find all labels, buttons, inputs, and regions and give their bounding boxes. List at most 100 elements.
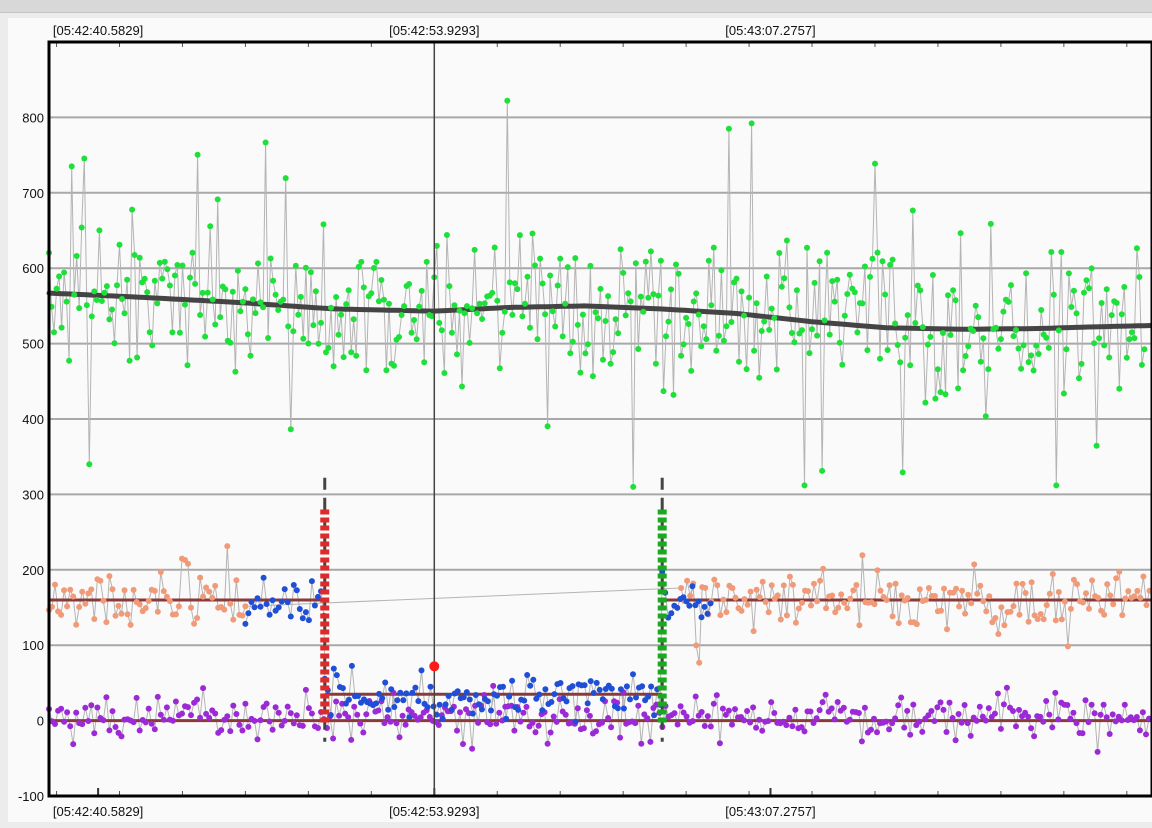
purple-point	[517, 718, 524, 725]
green-point	[1141, 346, 1148, 353]
orange-point	[850, 587, 857, 594]
green-point	[965, 343, 972, 350]
y-tick-label: 300	[22, 487, 44, 502]
green-point	[1053, 482, 1060, 489]
green-point	[824, 249, 831, 256]
green-point	[879, 258, 886, 265]
green-point	[708, 302, 715, 309]
purple-point	[1073, 720, 1080, 727]
green-point	[602, 318, 609, 324]
cursor-point[interactable]	[429, 661, 440, 672]
purple-point	[789, 723, 796, 730]
purple-point	[907, 731, 914, 738]
blue-point	[533, 695, 540, 702]
purple-point	[1037, 713, 1044, 720]
green-point	[605, 293, 612, 300]
blue-point	[327, 712, 334, 718]
green-point	[909, 207, 916, 214]
green-point	[81, 155, 88, 162]
orange-point	[1070, 576, 1077, 583]
orange-point	[191, 620, 198, 627]
purple-point	[194, 696, 201, 703]
blue-point	[439, 715, 446, 722]
green-point	[1058, 249, 1065, 255]
orange-point	[76, 604, 83, 610]
green-point	[398, 312, 405, 318]
green-point	[340, 354, 347, 361]
purple-point	[701, 723, 708, 729]
green-point	[297, 293, 304, 300]
purple-point	[263, 700, 270, 707]
green-point	[688, 367, 695, 374]
orange-point	[938, 607, 944, 614]
green-point	[302, 264, 309, 271]
blue-point	[521, 697, 528, 704]
purple-point	[729, 721, 735, 728]
green-point	[1131, 335, 1138, 342]
purple-point	[976, 703, 983, 710]
purple-point	[593, 728, 599, 735]
purple-point	[1112, 718, 1119, 725]
green-point	[338, 311, 345, 318]
green-point	[756, 374, 763, 381]
green-point	[1116, 385, 1123, 392]
green-point	[386, 300, 392, 307]
green-point	[715, 332, 722, 339]
blue-point	[668, 610, 675, 617]
purple-point	[547, 729, 554, 736]
green-point	[773, 366, 780, 373]
blue-point	[683, 598, 690, 605]
green-point	[799, 327, 805, 334]
blue-point	[596, 686, 603, 693]
blue-point	[308, 578, 315, 585]
green-point	[713, 347, 720, 354]
green-point	[753, 300, 760, 307]
orange-point	[968, 600, 975, 607]
purple-point	[496, 709, 503, 716]
green-point	[451, 302, 458, 309]
green-point	[922, 399, 929, 406]
blue-point	[478, 706, 485, 713]
blue-point	[542, 686, 549, 693]
green-point	[612, 316, 619, 323]
green-point	[977, 358, 984, 365]
green-point	[111, 340, 118, 347]
blue-point	[494, 692, 500, 699]
selection-markers[interactable]	[320, 477, 667, 742]
green-point	[260, 304, 267, 311]
purple-point	[278, 722, 285, 729]
purple-point	[991, 710, 998, 717]
time-series-chart[interactable]: -100 0 100 200 300 400 500 600 700 800 [05:42:40.…	[8, 18, 1152, 822]
blue-point	[633, 694, 639, 701]
green-point	[579, 311, 586, 318]
purple-point	[783, 722, 790, 729]
purple-point	[889, 720, 896, 727]
blue-point	[388, 686, 395, 693]
orange-point	[714, 582, 721, 589]
green-point	[124, 276, 131, 283]
orange-point	[741, 596, 748, 603]
purple-point	[967, 732, 974, 739]
purple-point	[704, 713, 711, 720]
green-point	[91, 288, 98, 295]
trend-layer	[46, 290, 1152, 332]
green-point	[244, 331, 251, 338]
blue-point	[281, 586, 288, 593]
purple-point	[224, 713, 231, 720]
green-point	[1070, 287, 1077, 294]
orange-point	[175, 603, 182, 610]
green-point	[103, 283, 110, 290]
green-point	[801, 482, 808, 489]
green-point	[1015, 345, 1022, 352]
cursor-layer[interactable]	[429, 42, 440, 796]
purple-point	[363, 711, 370, 718]
green-point	[270, 277, 277, 284]
purple-point	[647, 738, 654, 745]
green-point	[559, 333, 566, 340]
orange-point	[974, 590, 981, 597]
green-point	[250, 296, 256, 303]
orange-point	[904, 595, 911, 601]
orange-point	[1143, 602, 1150, 609]
y-axis-ticks: -100 0 100 200 300 400 500 600 700 800	[18, 110, 44, 804]
purple-point	[943, 729, 950, 735]
